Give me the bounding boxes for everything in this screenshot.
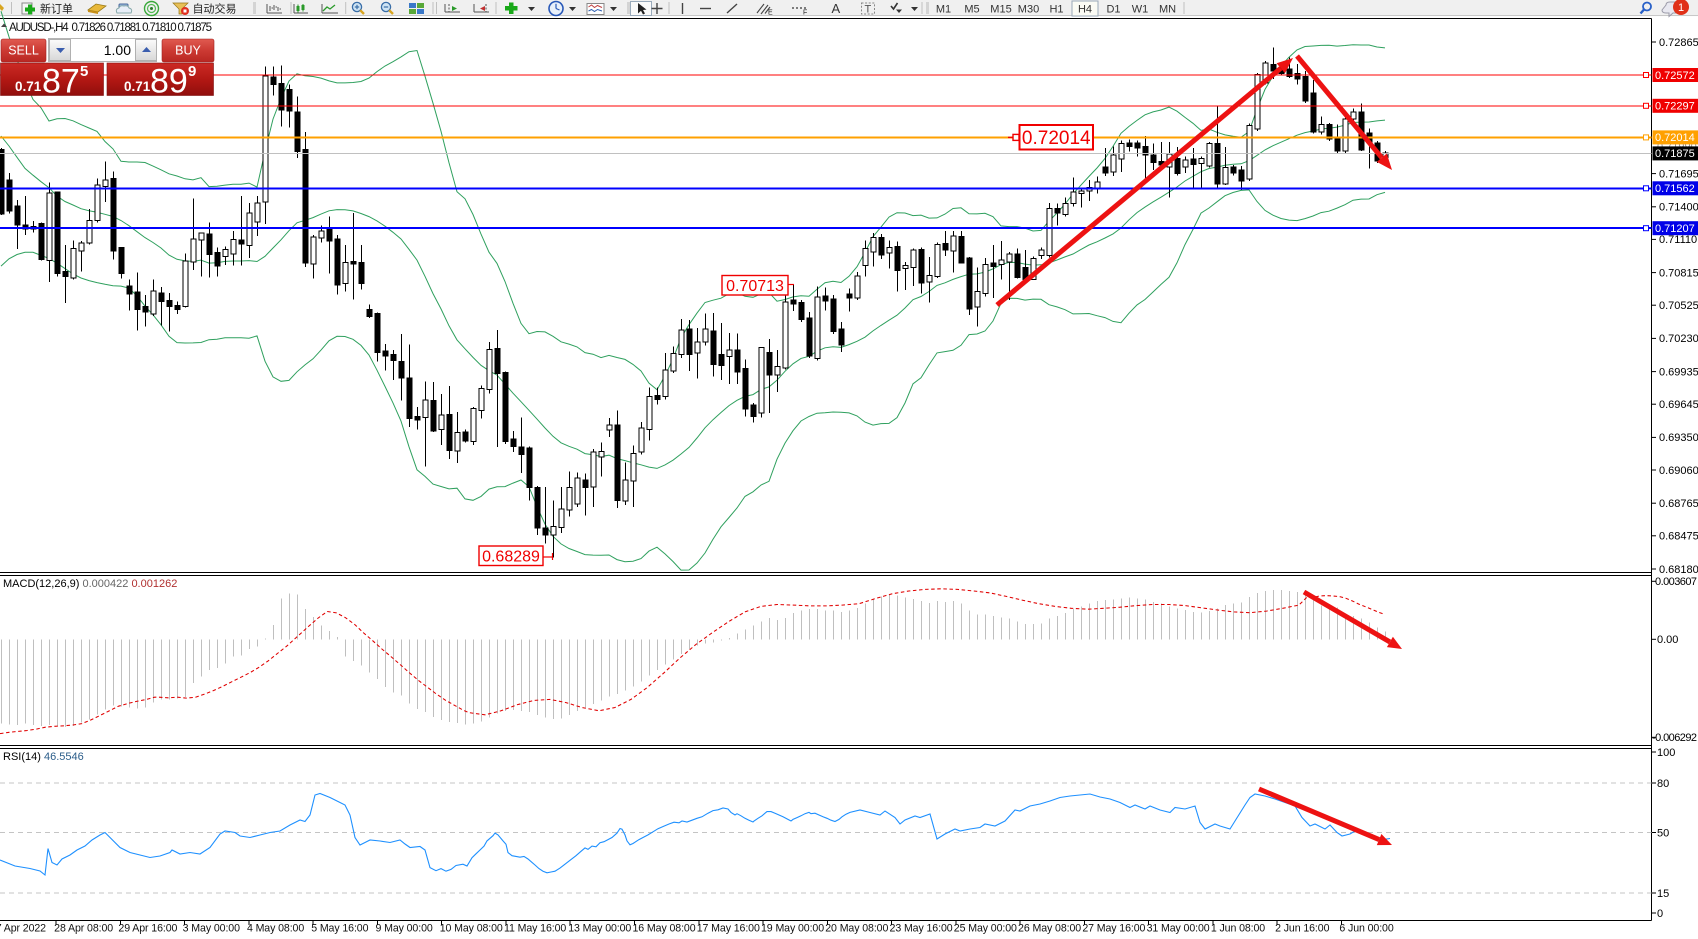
svg-text:T: T [865, 4, 872, 16]
svg-text:0.71: 0.71 [124, 79, 151, 94]
svg-text:BUY: BUY [175, 44, 201, 58]
svg-text:0.68180: 0.68180 [1659, 564, 1698, 576]
svg-text:A: A [832, 1, 841, 16]
svg-text:9 May 00:00: 9 May 00:00 [375, 923, 432, 935]
svg-text:0.00: 0.00 [1657, 634, 1678, 646]
svg-text:0.71: 0.71 [15, 79, 42, 94]
svg-text:D1: D1 [1106, 4, 1120, 16]
svg-text:28 Apr 08:00: 28 Apr 08:00 [54, 923, 113, 935]
svg-text:3 May 00:00: 3 May 00:00 [183, 923, 240, 935]
svg-text:MN: MN [1159, 4, 1176, 16]
svg-text:15: 15 [1657, 888, 1669, 900]
svg-text:10 May 08:00: 10 May 08:00 [440, 923, 503, 935]
svg-text:H1: H1 [1049, 4, 1063, 16]
svg-text:4 May 08:00: 4 May 08:00 [247, 923, 304, 935]
svg-text:M15: M15 [990, 4, 1011, 16]
svg-text:31 May 00:00: 31 May 00:00 [1147, 923, 1210, 935]
svg-text:M5: M5 [964, 4, 979, 16]
svg-text:0.69350: 0.69350 [1659, 432, 1698, 444]
svg-text:M1: M1 [936, 4, 951, 16]
svg-text:0.71562: 0.71562 [1655, 183, 1695, 195]
svg-text:MACD(12,26,9) 0.000422 0.00126: MACD(12,26,9) 0.000422 0.001262 [3, 578, 177, 590]
svg-text:5 May 16:00: 5 May 16:00 [311, 923, 368, 935]
svg-text:87: 87 [42, 63, 80, 101]
svg-text:0.70525: 0.70525 [1659, 300, 1698, 312]
svg-text:23 May 16:00: 23 May 16:00 [890, 923, 953, 935]
svg-text:0.71400: 0.71400 [1659, 202, 1698, 214]
svg-text:新订单: 新订单 [40, 2, 73, 16]
svg-text:100: 100 [1657, 747, 1675, 759]
svg-text:1 Jun 08:00: 1 Jun 08:00 [1211, 923, 1265, 935]
svg-text:0.69060: 0.69060 [1659, 465, 1698, 477]
svg-text:6 Jun 00:00: 6 Jun 00:00 [1339, 923, 1393, 935]
svg-text:16 May 08:00: 16 May 08:00 [633, 923, 696, 935]
svg-text:5: 5 [80, 63, 88, 80]
svg-text:17 May 16:00: 17 May 16:00 [697, 923, 760, 935]
svg-text:27 May 16:00: 27 May 16:00 [1082, 923, 1145, 935]
svg-text:SELL: SELL [8, 44, 39, 58]
svg-text:0.71695: 0.71695 [1659, 168, 1698, 180]
svg-text:AUDUSD-,H4 0.71826 0.71881 0.: AUDUSD-,H4 0.71826 0.71881 0.71810 0.718… [9, 22, 212, 34]
svg-text:E: E [768, 10, 773, 17]
svg-text:0.71110: 0.71110 [1659, 234, 1697, 246]
svg-text:1.00: 1.00 [104, 42, 131, 58]
svg-text:H4: H4 [1078, 4, 1092, 16]
svg-text:0.72572: 0.72572 [1655, 70, 1695, 82]
svg-text:W1: W1 [1132, 4, 1149, 16]
svg-text:0.68475: 0.68475 [1659, 531, 1698, 543]
svg-text:0.70713: 0.70713 [726, 278, 784, 295]
svg-text:0.70815: 0.70815 [1659, 267, 1698, 279]
svg-text:0.69645: 0.69645 [1659, 399, 1698, 411]
svg-text:0: 0 [1657, 908, 1663, 920]
svg-text:0.71207: 0.71207 [1655, 223, 1695, 235]
svg-text:1: 1 [1678, 2, 1684, 14]
svg-text:0.71875: 0.71875 [1655, 148, 1695, 160]
svg-text:9: 9 [188, 63, 196, 80]
svg-text:0.69935: 0.69935 [1659, 366, 1698, 378]
svg-text:20 May 08:00: 20 May 08:00 [825, 923, 888, 935]
svg-text:25 May 00:00: 25 May 00:00 [954, 923, 1017, 935]
svg-text:26 May 08:00: 26 May 08:00 [1018, 923, 1081, 935]
svg-text:M30: M30 [1018, 4, 1039, 16]
svg-text:2 Jun 16:00: 2 Jun 16:00 [1275, 923, 1329, 935]
svg-text:0.68289: 0.68289 [482, 549, 540, 566]
svg-text:13 May 00:00: 13 May 00:00 [568, 923, 631, 935]
svg-text:F: F [803, 10, 807, 17]
svg-text:RSI(14) 46.5546: RSI(14) 46.5546 [3, 751, 84, 763]
svg-text:0.70230: 0.70230 [1659, 333, 1698, 345]
svg-text:27 Apr 2022: 27 Apr 2022 [0, 923, 46, 935]
svg-text:11 May 16:00: 11 May 16:00 [504, 923, 566, 935]
svg-text:0.003607: 0.003607 [1655, 576, 1697, 588]
svg-text:80: 80 [1657, 778, 1669, 790]
svg-text:50: 50 [1657, 827, 1669, 839]
svg-text:0.72297: 0.72297 [1655, 101, 1695, 113]
svg-text:0.72014: 0.72014 [1655, 132, 1695, 144]
svg-text:29 Apr 16:00: 29 Apr 16:00 [118, 923, 177, 935]
svg-text:0.72014: 0.72014 [1022, 128, 1091, 149]
svg-text:89: 89 [150, 63, 188, 101]
svg-text:19 May 00:00: 19 May 00:00 [761, 923, 824, 935]
svg-text:0.68765: 0.68765 [1659, 498, 1698, 510]
svg-text:-0.006292: -0.006292 [1652, 732, 1697, 744]
svg-text:0.72865: 0.72865 [1659, 37, 1698, 49]
svg-text:自动交易: 自动交易 [193, 2, 237, 16]
